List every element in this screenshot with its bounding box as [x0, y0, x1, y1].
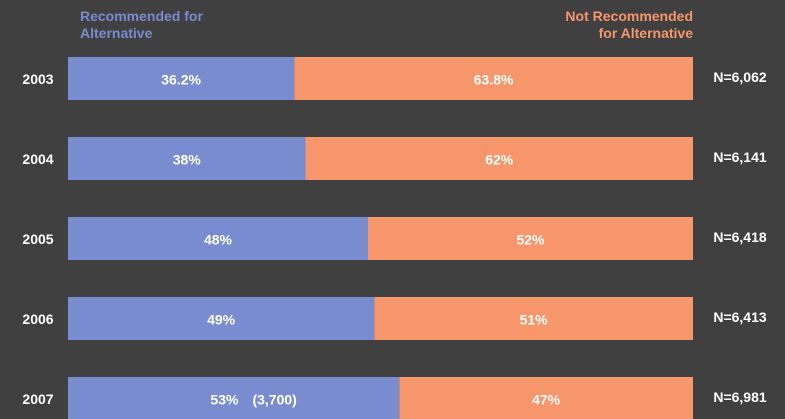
value-label-group: 48% — [204, 231, 233, 247]
bar-segment — [399, 377, 693, 419]
bar-segment — [374, 297, 693, 340]
total-label: N=6,141 — [713, 149, 767, 165]
bar-segment — [68, 137, 306, 180]
value-label-group: 36.2% — [161, 71, 201, 87]
value-label-group: 62% — [485, 151, 514, 167]
total-label: N=6,413 — [713, 309, 767, 325]
value-label-group: 51% — [520, 311, 549, 327]
value-label-group: 63.8% — [474, 71, 514, 87]
total-label: N=6,418 — [713, 229, 767, 245]
value-label-group: 47% — [532, 391, 561, 407]
legend-entry: Not Recommended for Alternative — [565, 8, 693, 41]
value-label-group: 53% (3,700) — [210, 391, 296, 407]
value-label: 62% — [485, 151, 514, 167]
value-label-group: 52% — [516, 231, 545, 247]
bar-segment — [305, 137, 693, 180]
value-label: 53% — [210, 391, 239, 407]
y-tick-label: 2006 — [22, 311, 53, 327]
y-tick-label: 2007 — [22, 391, 53, 407]
y-tick-label: 2003 — [22, 71, 53, 87]
y-tick-label: 2005 — [22, 231, 53, 247]
bar-segment — [68, 377, 400, 419]
legend-entry: Recommended for Alternative — [80, 8, 203, 41]
value-label-group: 49% — [207, 311, 236, 327]
value-label: 51% — [520, 311, 549, 327]
value-label: 36.2% — [161, 71, 201, 87]
bar-segment — [68, 57, 295, 100]
value-label-group: 38% — [173, 151, 202, 167]
value-label: 49% — [207, 311, 236, 327]
value-label: 38% — [173, 151, 202, 167]
value-label: 52% — [516, 231, 545, 247]
value-label: 63.8% — [474, 71, 514, 87]
total-label: N=6,981 — [713, 389, 767, 405]
bar-segment — [68, 297, 375, 340]
value-label: 48% — [204, 231, 233, 247]
bar-segment — [294, 57, 693, 100]
bar-segment — [68, 217, 368, 260]
total-label: N=6,062 — [713, 69, 767, 85]
y-tick-label: 2004 — [22, 151, 53, 167]
annotation: (3,700) — [252, 391, 296, 407]
value-label: 47% — [532, 391, 561, 407]
bar-segment — [368, 217, 693, 260]
